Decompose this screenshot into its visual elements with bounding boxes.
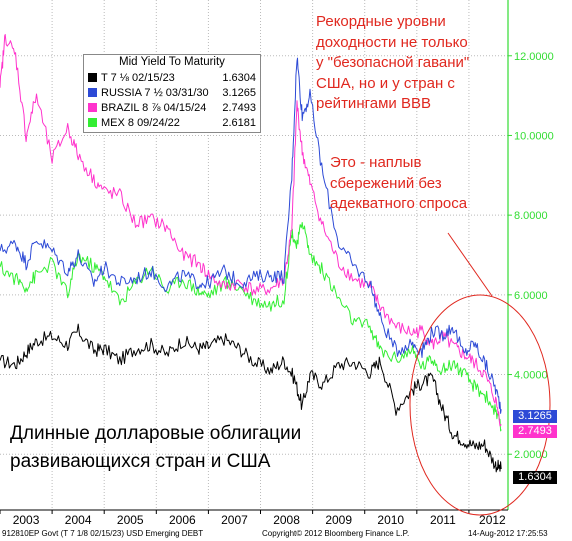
annotation-line: Это - наплыв <box>330 154 422 171</box>
legend-item-value: 2.7493 <box>222 101 256 114</box>
legend-item-label: RUSSIA 7 ½ 03/31/30 <box>101 86 209 99</box>
legend-title: Mid Yield To Maturity <box>119 56 225 68</box>
footer-right: 14-Aug-2012 17:25:53 <box>468 529 548 538</box>
annotation-line: Рекордные уровни <box>316 13 446 30</box>
legend-item-value: 2.6181 <box>222 116 256 129</box>
x-tick-label: 2006 <box>169 513 196 527</box>
legend-item-label: BRAZIL 8 ⅞ 04/15/24 <box>101 101 207 114</box>
legend-swatch <box>88 118 97 127</box>
legend-item-russia: RUSSIA 7 ½ 03/31/30 3.1265 <box>84 85 260 100</box>
x-tick-label: 2011 <box>430 513 456 527</box>
annotation-top: Рекордные уровни доходности не только у … <box>316 12 469 115</box>
legend-swatch <box>88 73 97 82</box>
chart-caption: Длинные долларовые облигации развивающих… <box>10 420 301 476</box>
series-layer <box>0 34 502 473</box>
x-tick-label: 2007 <box>221 513 248 527</box>
y-tick-label: 2.0000 <box>514 449 548 461</box>
legend-swatch <box>88 88 97 97</box>
series-line <box>0 222 502 432</box>
legend: Mid Yield To Maturity T 7 ⅛ 02/15/23 1.6… <box>83 54 261 133</box>
y-tick-label: 10.0000 <box>514 130 554 142</box>
legend-item-value: 3.1265 <box>222 86 256 99</box>
annotation-line: рейтингами ВВВ <box>316 95 431 112</box>
value-box-brazil: 2.7493 <box>513 425 557 438</box>
legend-item-mexico: MEX 8 09/24/22 2.6181 <box>84 115 260 130</box>
annotation-pointer-line <box>447 232 493 297</box>
y-tick-label: 6.0000 <box>514 290 548 302</box>
legend-item-label: T 7 ⅛ 02/15/23 <box>101 71 175 84</box>
x-tick-label: 2005 <box>117 513 144 527</box>
caption-line: развивающихся стран и США <box>10 451 271 472</box>
annotation-middle: Это - наплыв сбережений без адекватного … <box>330 153 467 215</box>
annotation-line: у "безопасной гавани" <box>316 54 470 71</box>
x-tick-label: 2004 <box>65 513 92 527</box>
caption-line: Длинные долларовые облигации <box>10 423 302 444</box>
annotation-line: США, но и у стран с <box>316 74 455 92</box>
annotation-line: адекватного спроса <box>330 195 468 212</box>
footer-center: Copyright© 2012 Bloomberg Finance L.P. <box>262 529 410 538</box>
legend-swatch <box>88 103 97 112</box>
legend-item-brazil: BRAZIL 8 ⅞ 04/15/24 2.7493 <box>84 100 260 115</box>
legend-item-us-treasury: T 7 ⅛ 02/15/23 1.6304 <box>84 70 260 85</box>
x-tick-label: 2003 <box>13 513 40 527</box>
value-box-us-treasury: 1.6304 <box>513 471 557 484</box>
legend-item-label: MEX 8 09/24/22 <box>101 116 180 129</box>
y-tick-label: 8.0000 <box>514 210 548 222</box>
series-line <box>0 323 502 473</box>
x-tick-label: 2010 <box>377 513 404 527</box>
x-tick-label: 2012 <box>479 513 506 527</box>
annotation-line: сбережений без <box>330 174 442 192</box>
highlight-ellipse <box>409 294 551 516</box>
footer-left: 912810EP Govt (T 7 1/8 02/15/23) USD Eme… <box>2 529 204 538</box>
series-line <box>0 57 502 414</box>
value-box-russia: 3.1265 <box>513 410 557 423</box>
x-tick-label: 2008 <box>273 513 300 527</box>
annotation-line: доходности не только <box>316 33 468 51</box>
axis-layer: 2.0000 4.0000 6.0000 8.0000 10.0000 12.0000 20… <box>0 0 554 527</box>
series-line <box>0 34 502 427</box>
x-tick-label: 2009 <box>325 513 352 527</box>
y-tick-label: 4.0000 <box>514 370 548 382</box>
y-tick-label: 12.0000 <box>514 51 554 63</box>
legend-item-value: 1.6304 <box>222 71 256 84</box>
